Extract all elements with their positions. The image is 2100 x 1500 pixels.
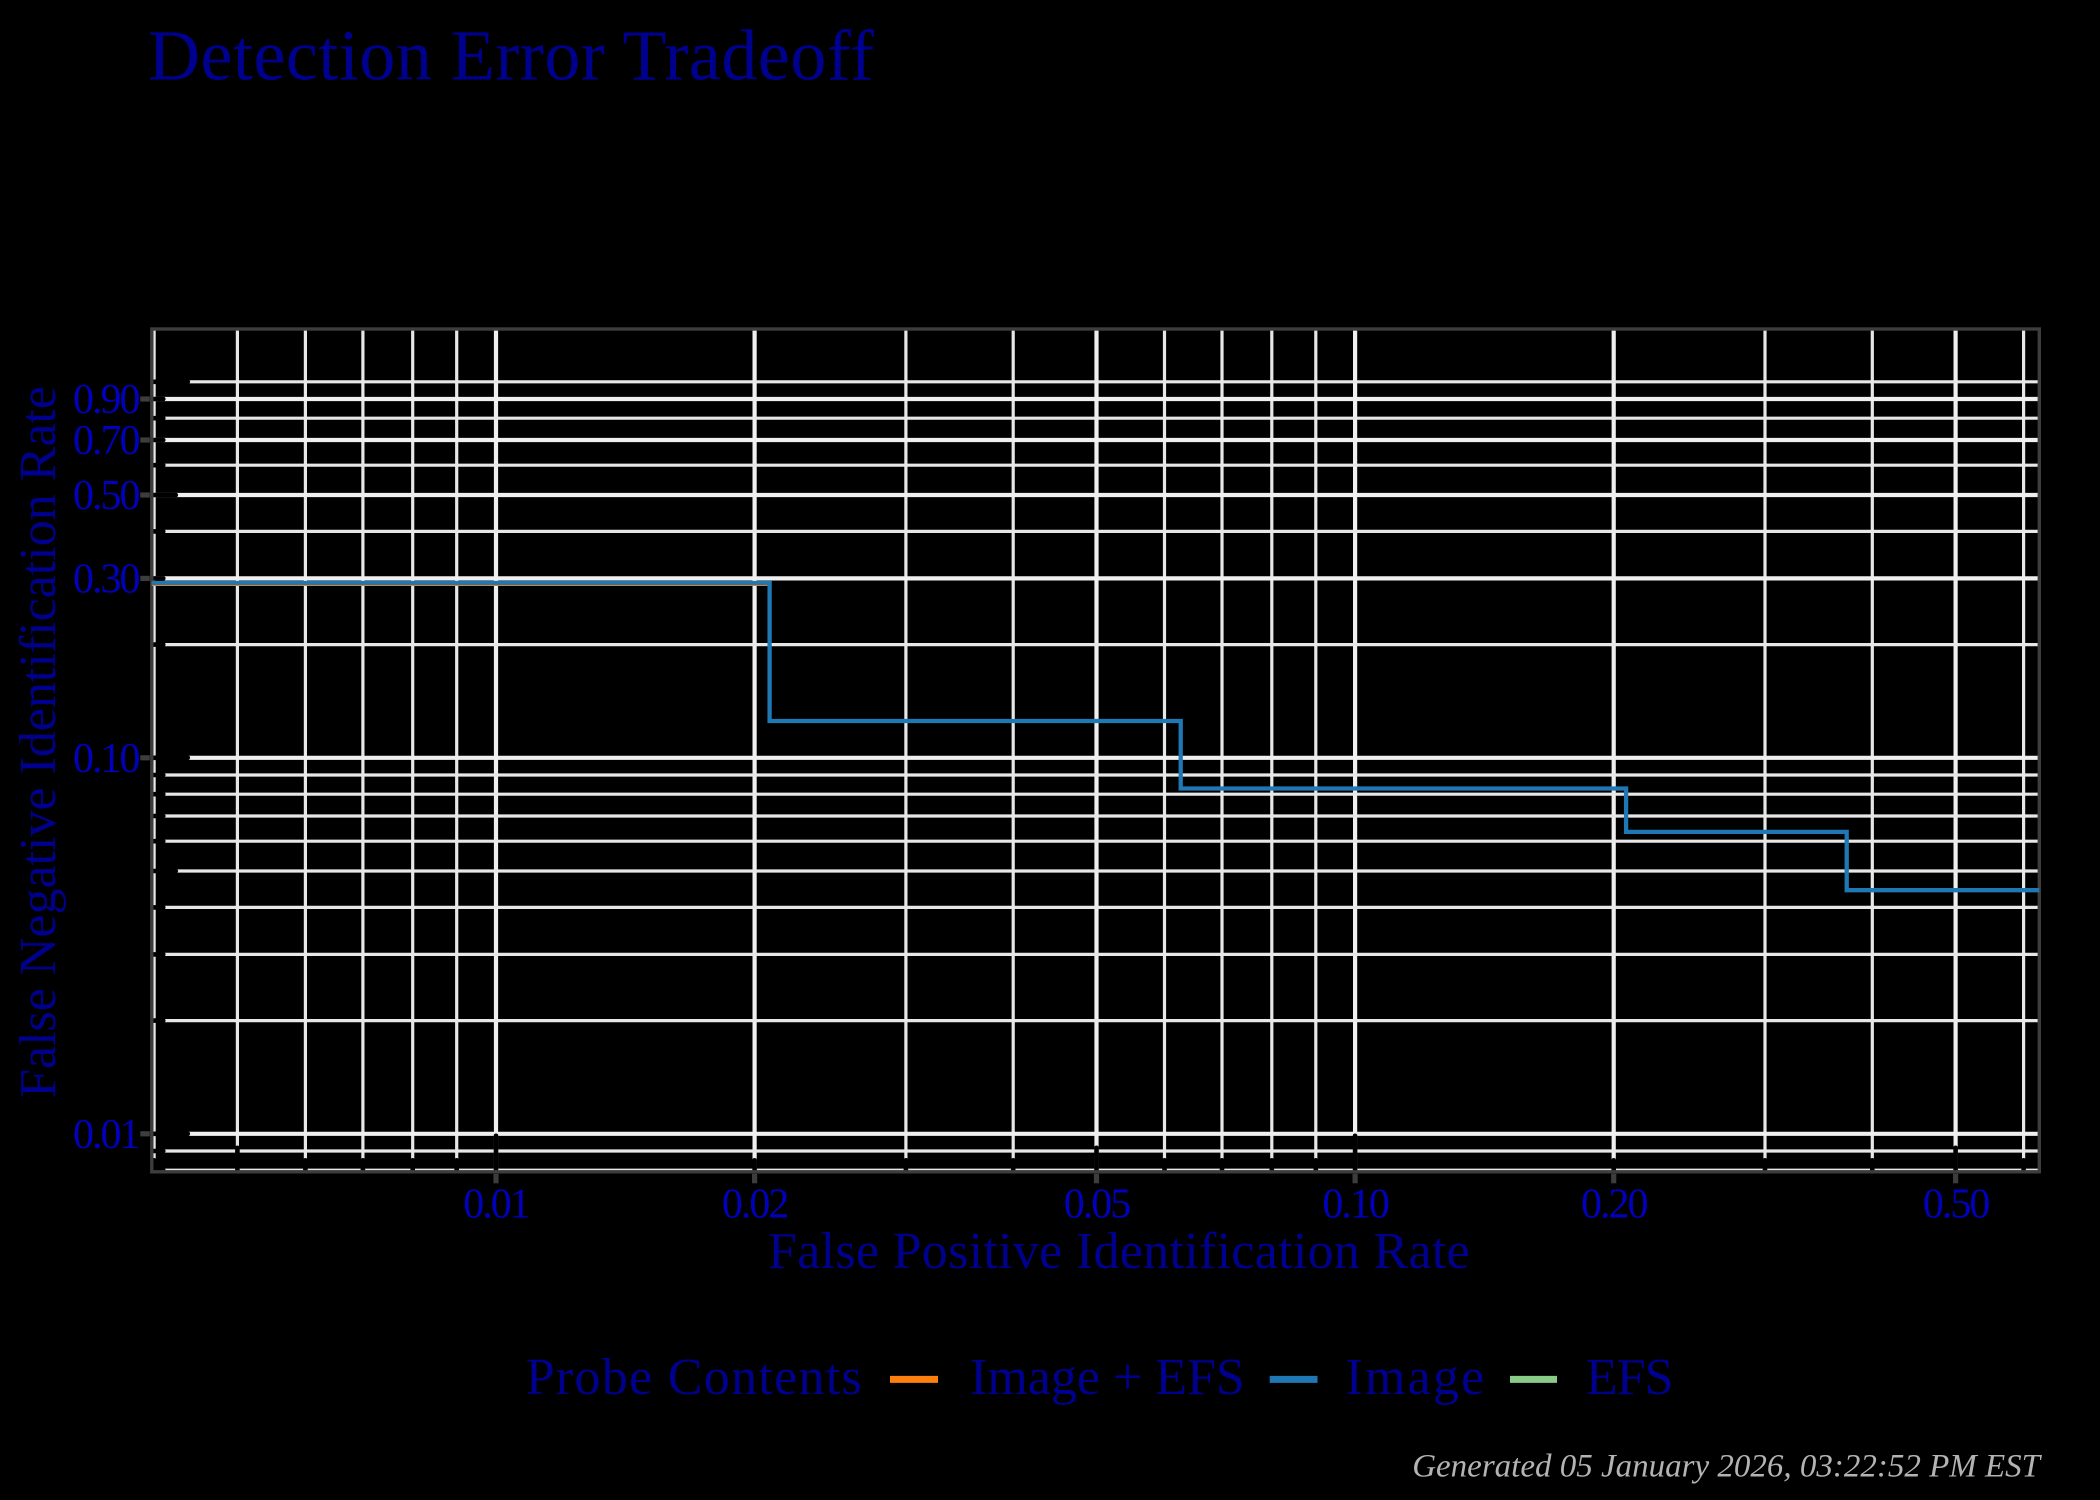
svg-text:Generated 05 January 2026, 03:: Generated 05 January 2026, 03:22:52 PM E… (1412, 1448, 2042, 1484)
svg-text:0.20: 0.20 (1581, 1181, 1648, 1227)
svg-text:Image + EFS: Image + EFS (970, 1349, 1245, 1406)
svg-text:0.02: 0.02 (722, 1181, 788, 1227)
svg-text:False Negative Identification: False Negative Identification Rate (10, 386, 67, 1098)
svg-text:Probe Contents: Probe Contents (526, 1349, 863, 1406)
svg-text:0.70: 0.70 (73, 418, 140, 464)
svg-text:0.30: 0.30 (73, 556, 140, 602)
svg-text:0.50: 0.50 (1923, 1181, 1990, 1227)
svg-text:0.01: 0.01 (463, 1181, 529, 1227)
svg-text:False Positive Identification: False Positive Identification Rate (768, 1223, 1470, 1280)
svg-text:0.10: 0.10 (1322, 1181, 1389, 1227)
svg-text:Image: Image (1346, 1349, 1487, 1406)
svg-text:0.10: 0.10 (73, 736, 140, 782)
svg-text:0.90: 0.90 (73, 377, 140, 423)
svg-text:0.50: 0.50 (73, 473, 140, 519)
svg-text:0.05: 0.05 (1064, 1181, 1131, 1227)
svg-text:Detection Error Tradeoff: Detection Error Tradeoff (148, 16, 874, 96)
svg-text:EFS: EFS (1586, 1349, 1673, 1406)
svg-text:0.01: 0.01 (73, 1112, 139, 1158)
